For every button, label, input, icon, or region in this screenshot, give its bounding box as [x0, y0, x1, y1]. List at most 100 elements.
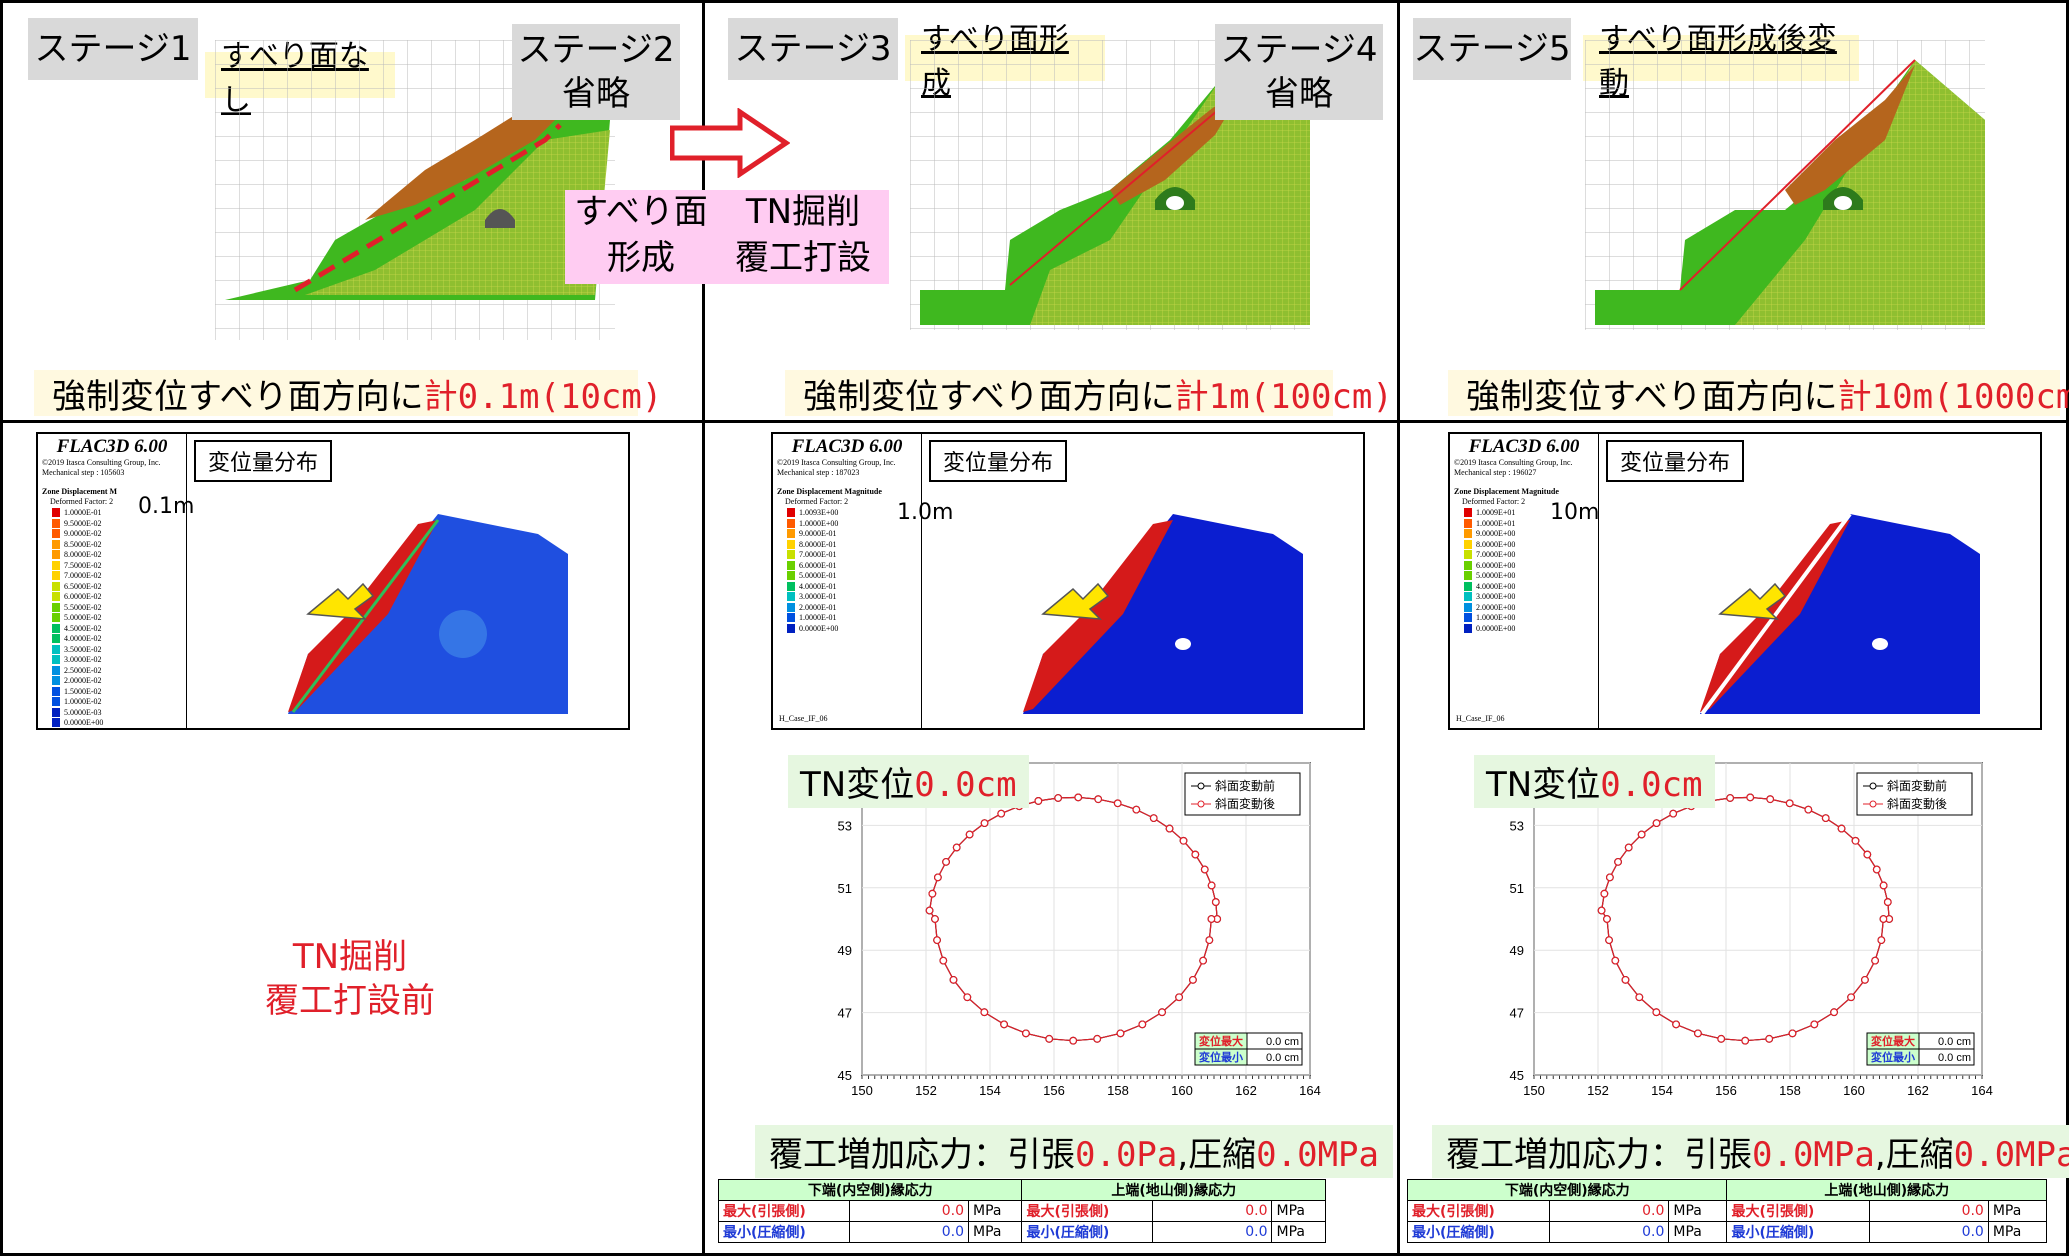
legend-swatch — [1464, 602, 1472, 612]
legend-swatch — [52, 697, 60, 707]
series-point — [925, 906, 934, 915]
legend-entry: 9.0000E+00 — [1450, 529, 1598, 540]
legend-entry: 8.0000E+00 — [1450, 539, 1598, 550]
x-tick-label: 150 — [851, 1083, 873, 1098]
series-point — [1830, 1008, 1838, 1017]
stage2-title: ステージ2 — [517, 29, 675, 70]
min-value: 0.0 — [849, 1221, 969, 1243]
legend-entry: 8.5000E-02 — [38, 539, 186, 550]
legend-swatch — [1464, 623, 1472, 633]
x-tick-label: 164 — [1971, 1083, 1993, 1098]
legend-swatch — [787, 571, 795, 581]
grid-right — [2066, 0, 2069, 1256]
stage5-tn-text: TN変位 — [1486, 765, 1601, 805]
legend-entry: 7.5000E-02 — [38, 560, 186, 571]
legend-swatch — [52, 550, 60, 560]
stage5-stress-tension: 0.0MPa — [1752, 1135, 1875, 1175]
legend-value: 3.0000E-02 — [64, 655, 102, 665]
series-point — [1726, 794, 1735, 802]
legend-entry: 1.0000E-01 — [38, 508, 186, 519]
legend-swatch — [52, 560, 60, 570]
max-label: 最大(引張側) — [1406, 1200, 1551, 1222]
series-point — [1883, 898, 1892, 906]
x-tick-label: 154 — [979, 1083, 1001, 1098]
legend-box — [1856, 772, 1973, 816]
legend-swatch — [52, 592, 60, 602]
series-point — [1669, 809, 1678, 818]
stage1-displacement-plot — [248, 514, 568, 714]
legend-value: 8.0000E-01 — [799, 539, 837, 549]
series-point — [1804, 805, 1813, 814]
legend-swatch — [52, 686, 60, 696]
legend-value: 7.0000E+00 — [1476, 550, 1516, 560]
legend-value: 5.0000E-01 — [799, 571, 837, 581]
min-value: 0.0 — [1549, 1221, 1670, 1243]
legend-entry: 8.0000E-01 — [773, 539, 921, 550]
grid-bottom — [0, 1253, 2069, 1256]
series-point — [1694, 1029, 1702, 1038]
unit: MPa — [1271, 1221, 1326, 1243]
legend-entry: 3.0000E-02 — [38, 655, 186, 666]
legend-value: 4.5000E-02 — [64, 623, 102, 633]
series-point — [1113, 799, 1122, 808]
legend-entry: 7.0000E-01 — [773, 550, 921, 561]
series-point — [1116, 1029, 1125, 1038]
unit: MPa — [1987, 1221, 2048, 1243]
upper-edge-header: 上端(地山側)縁応力 — [1726, 1179, 2047, 1201]
series-point — [1861, 975, 1869, 984]
series-point — [1603, 915, 1611, 923]
legend-value: 3.0000E-01 — [799, 592, 837, 602]
legend-swatch — [1464, 571, 1472, 581]
stage5-tn-value: 0.0cm — [1600, 765, 1703, 805]
stage5-flac-legend: FLAC3D 6.00 ©2019 Itasca Consulting Grou… — [1450, 434, 1599, 728]
legend-value: 3.5000E-02 — [64, 644, 102, 654]
stage1-scale-label: 0.1m — [138, 494, 195, 519]
legend-marker — [1197, 800, 1205, 808]
legend-value: 6.0000E+00 — [1476, 560, 1516, 570]
stage5-label: ステージ5 — [1413, 18, 1571, 80]
stage5-software: FLAC3D 6.00 — [1468, 436, 1580, 457]
legend-label: 斜面変動前 — [1215, 778, 1275, 793]
legend-value: 1.5000E-02 — [64, 686, 102, 696]
legend-swatch — [787, 539, 795, 549]
stage3-copyright: ©2019 Itasca Consulting Group, Inc. — [777, 458, 896, 467]
legend-entry: 5.0000E-03 — [38, 707, 186, 718]
legend-value: 0.0000E+00 — [64, 718, 104, 728]
stage3-deformed: Deformed Factor: 2 — [785, 497, 849, 507]
legend-swatch — [1464, 592, 1472, 602]
stage5-copyright: ©2019 Itasca Consulting Group, Inc. — [1454, 458, 1573, 467]
series-point — [1847, 993, 1855, 1002]
legend-value: 9.0000E+00 — [1476, 529, 1516, 539]
series-point — [933, 936, 941, 945]
legend-value: 1.0000E+00 — [1476, 613, 1516, 623]
legend-entry: 5.0000E+00 — [1450, 571, 1598, 582]
series-point — [1158, 1008, 1166, 1017]
stage1-force-text: 強制変位すべり面方向に — [52, 376, 424, 417]
stage1-label: ステージ1 — [28, 18, 198, 80]
series-point — [1635, 993, 1644, 1002]
transition-exc-line2: 覆工打設 — [735, 237, 871, 278]
y-tick-label: 45 — [1510, 1068, 1524, 1083]
stage1-force-banner: 強制変位すべり面方向に 計0.1m(10cm) — [34, 370, 662, 417]
legend-entry: 2.5000E-02 — [38, 665, 186, 676]
series-point — [1034, 797, 1043, 805]
min-label: 最小(圧縮側) — [1021, 1221, 1154, 1243]
legend-entry: 4.5000E-02 — [38, 623, 186, 634]
stage4-label: ステージ4 省略 — [1215, 24, 1383, 120]
series-point — [1199, 956, 1208, 965]
series-point — [1600, 889, 1609, 898]
legend-entry: 1.0000E-02 — [38, 697, 186, 708]
legend-box — [1184, 772, 1301, 816]
legend-entry: 2.0000E+00 — [1450, 602, 1598, 613]
legend-swatch — [52, 655, 60, 665]
stage5-case: H_Case_IF_06 — [1456, 713, 1505, 723]
x-tick-label: 156 — [1715, 1083, 1737, 1098]
pre-excavation-note: TN掘削 覆工打設前 — [200, 935, 500, 1023]
stage5-displacement-plot — [1660, 512, 1980, 716]
stage3-mech-step: Mechanical step : 187023 — [777, 468, 860, 478]
y-tick-label: 53 — [838, 818, 852, 833]
x-tick-label: 158 — [1779, 1083, 1801, 1098]
unit: MPa — [1668, 1200, 1728, 1222]
max-value: 0.0 — [1549, 1200, 1670, 1222]
series-point — [1871, 956, 1880, 965]
